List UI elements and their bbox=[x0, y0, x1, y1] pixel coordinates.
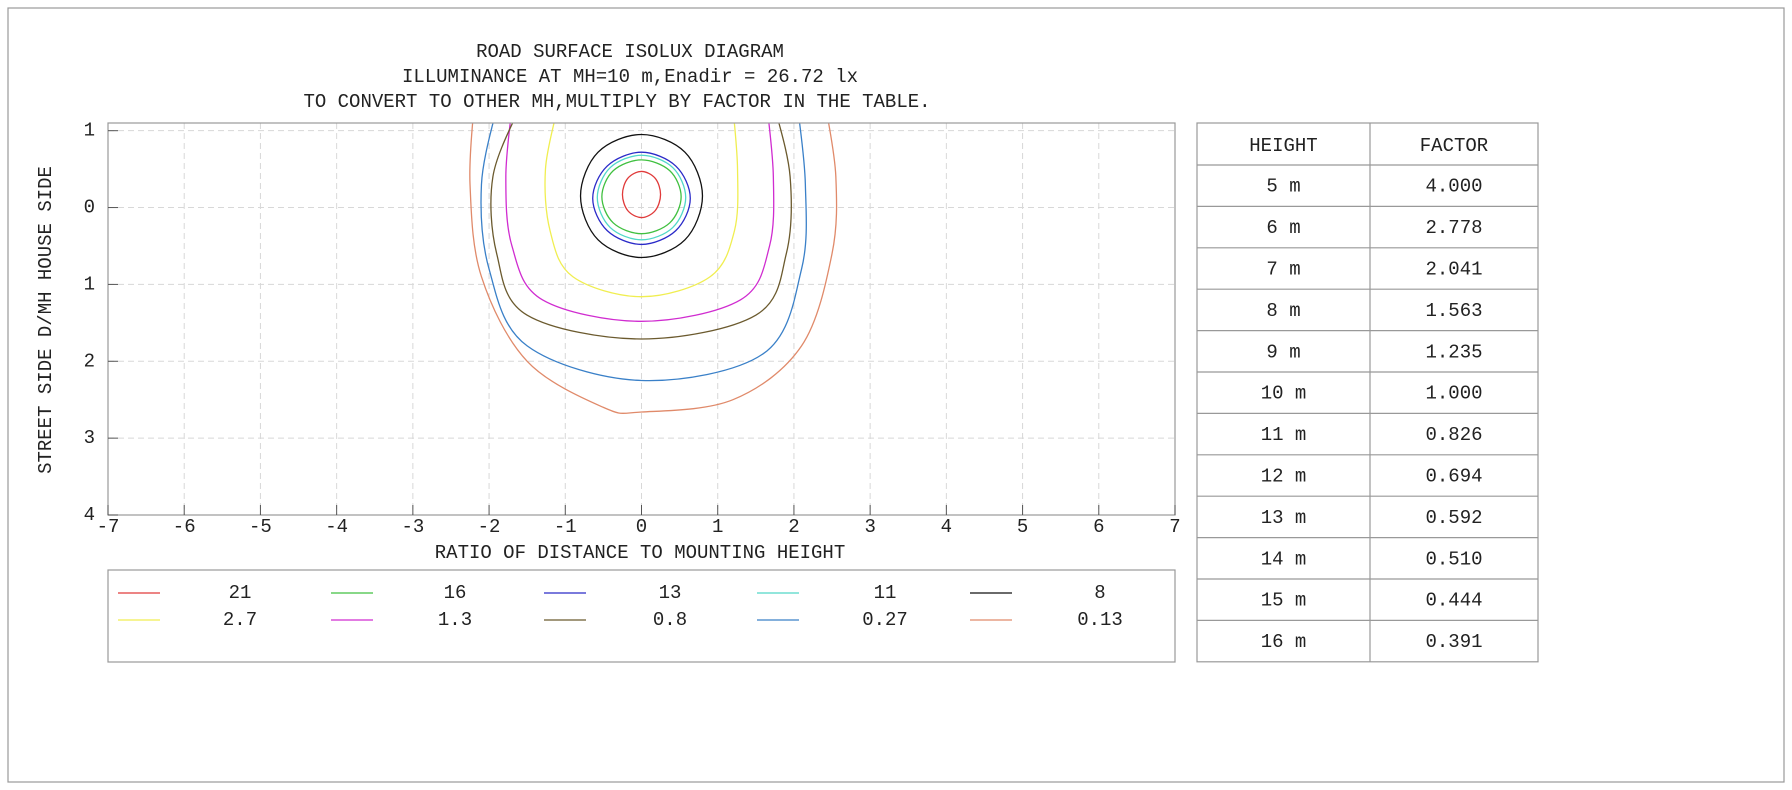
x-tick-label: -1 bbox=[554, 516, 577, 538]
isolux-contour bbox=[490, 123, 792, 340]
plot-area bbox=[108, 123, 1175, 515]
isolux-contour bbox=[601, 159, 682, 235]
x-tick-label: 2 bbox=[788, 516, 799, 538]
x-axis-label: RATIO OF DISTANCE TO MOUNTING HEIGHT bbox=[435, 542, 845, 564]
table-cell: 5 m bbox=[1266, 176, 1300, 198]
table-cell: 8 m bbox=[1266, 300, 1300, 322]
x-tick-label: 1 bbox=[712, 516, 723, 538]
legend-label: 0.27 bbox=[862, 609, 908, 631]
table-header: HEIGHT bbox=[1249, 135, 1317, 157]
legend-label: 8 bbox=[1094, 582, 1105, 604]
table-cell: 10 m bbox=[1261, 383, 1307, 405]
isolux-contour bbox=[596, 154, 687, 241]
x-tick-label: 3 bbox=[864, 516, 875, 538]
y-axis-label: STREET SIDE D/MH HOUSE SIDE bbox=[35, 166, 57, 474]
table-cell: 0.592 bbox=[1425, 507, 1482, 529]
table-cell: 1.235 bbox=[1425, 341, 1482, 363]
x-tick-label: -3 bbox=[401, 516, 424, 538]
legend-label: 21 bbox=[229, 582, 252, 604]
title-line: TO CONVERT TO OTHER MH,MULTIPLY BY FACTO… bbox=[303, 91, 930, 113]
legend-label: 0.13 bbox=[1077, 609, 1123, 631]
x-tick-label: -2 bbox=[478, 516, 501, 538]
legend-label: 1.3 bbox=[438, 609, 472, 631]
y-tick-label: 4 bbox=[84, 504, 95, 526]
y-tick-label: 2 bbox=[84, 350, 95, 372]
isolux-contour bbox=[480, 123, 807, 382]
table-cell: 0.826 bbox=[1425, 424, 1482, 446]
table-cell: 7 m bbox=[1266, 259, 1300, 281]
title-line: ILLUMINANCE AT MH=10 m,Enadir = 26.72 lx bbox=[402, 66, 858, 88]
x-tick-label: 0 bbox=[636, 516, 647, 538]
table-cell: 0.444 bbox=[1425, 590, 1482, 612]
legend-label: 0.8 bbox=[653, 609, 687, 631]
isolux-contour bbox=[469, 123, 838, 414]
x-tick-label: -7 bbox=[97, 516, 120, 538]
table-cell: 11 m bbox=[1261, 424, 1307, 446]
table-cell: 15 m bbox=[1261, 590, 1307, 612]
table-header: FACTOR bbox=[1420, 135, 1488, 157]
table-cell: 0.391 bbox=[1425, 631, 1482, 653]
x-tick-label: 7 bbox=[1169, 516, 1180, 538]
y-tick-label: 0 bbox=[84, 197, 95, 219]
title-line: ROAD SURFACE ISOLUX DIAGRAM bbox=[476, 41, 784, 63]
isolux-contour bbox=[592, 151, 691, 246]
table-cell: 0.510 bbox=[1425, 548, 1482, 570]
legend-label: 13 bbox=[659, 582, 682, 604]
x-tick-label: 6 bbox=[1093, 516, 1104, 538]
isolux-contour bbox=[505, 123, 775, 322]
y-tick-label: 1 bbox=[84, 120, 95, 142]
isolux-contour bbox=[621, 170, 662, 219]
table-frame bbox=[1196, 122, 1539, 663]
outer-frame bbox=[7, 7, 1785, 783]
table-cell: 2.041 bbox=[1425, 259, 1482, 281]
table-cell: 2.778 bbox=[1425, 217, 1482, 239]
legend-label: 11 bbox=[874, 582, 897, 604]
x-tick-label: -4 bbox=[325, 516, 348, 538]
table-cell: 14 m bbox=[1261, 548, 1307, 570]
table-cell: 12 m bbox=[1261, 466, 1307, 488]
x-tick-label: 5 bbox=[1017, 516, 1028, 538]
x-tick-label: -6 bbox=[173, 516, 196, 538]
isolux-contour bbox=[579, 133, 704, 259]
x-tick-label: -5 bbox=[249, 516, 272, 538]
legend-box bbox=[107, 569, 1176, 663]
table-cell: 1.000 bbox=[1425, 383, 1482, 405]
legend-label: 16 bbox=[444, 582, 467, 604]
legend-label: 2.7 bbox=[223, 609, 257, 631]
table-cell: 16 m bbox=[1261, 631, 1307, 653]
y-tick-label: 3 bbox=[84, 427, 95, 449]
isolux-contour bbox=[544, 123, 739, 298]
table-cell: 1.563 bbox=[1425, 300, 1482, 322]
table-cell: 4.000 bbox=[1425, 176, 1482, 198]
y-tick-label: 1 bbox=[84, 273, 95, 295]
table-cell: 9 m bbox=[1266, 341, 1300, 363]
table-cell: 13 m bbox=[1261, 507, 1307, 529]
table-cell: 6 m bbox=[1266, 217, 1300, 239]
table-cell: 0.694 bbox=[1425, 466, 1482, 488]
x-tick-label: 4 bbox=[941, 516, 952, 538]
factor-table: HEIGHT FACTOR 5 m 4.000 6 m 2.778 7 m 2.041 8 m 1… bbox=[1196, 122, 1539, 663]
